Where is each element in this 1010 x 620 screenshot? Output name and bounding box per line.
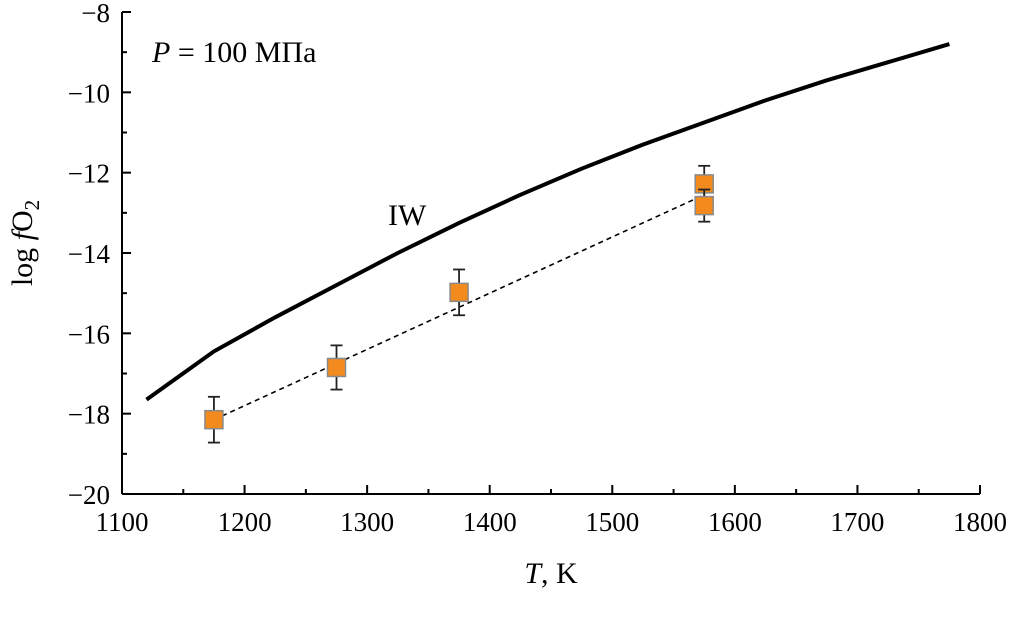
- x-axis-title: T, K: [524, 557, 578, 590]
- pressure-annotation: P = 100 МПа: [151, 36, 316, 69]
- y-tick-label: −12: [68, 159, 110, 189]
- iw-curve-label: IW: [388, 199, 427, 232]
- x-tick-label: 1200: [218, 507, 272, 537]
- y-tick-label: −20: [68, 480, 110, 510]
- y-tick-label: −10: [68, 78, 110, 108]
- x-tick-label: 1600: [708, 507, 762, 537]
- data-point: [326, 357, 347, 378]
- x-tick-label: 1300: [340, 507, 394, 537]
- y-tick-label: −18: [68, 400, 110, 430]
- iw-curve: [145, 42, 950, 402]
- axes: [121, 11, 981, 495]
- x-tick-label: 1800: [953, 507, 1007, 537]
- data-point: [204, 409, 224, 430]
- y-tick-label: −16: [68, 319, 110, 349]
- y-tick-label: −14: [68, 239, 111, 269]
- data-point: [694, 195, 714, 216]
- y-axis-title: log fO2: [6, 200, 44, 286]
- x-tick-label: 1700: [830, 507, 884, 537]
- x-tick-label: 1500: [585, 507, 639, 537]
- x-tick-label: 1100: [96, 507, 149, 537]
- series-layer: [145, 42, 950, 444]
- x-tick-label: 1400: [463, 507, 517, 537]
- labels-layer: 1100 1200 1300 1400 1500 1600 1700 1800 −8 −10 −12…: [6, 0, 1007, 590]
- data-point: [449, 282, 469, 303]
- y-tick-label: −8: [81, 0, 110, 28]
